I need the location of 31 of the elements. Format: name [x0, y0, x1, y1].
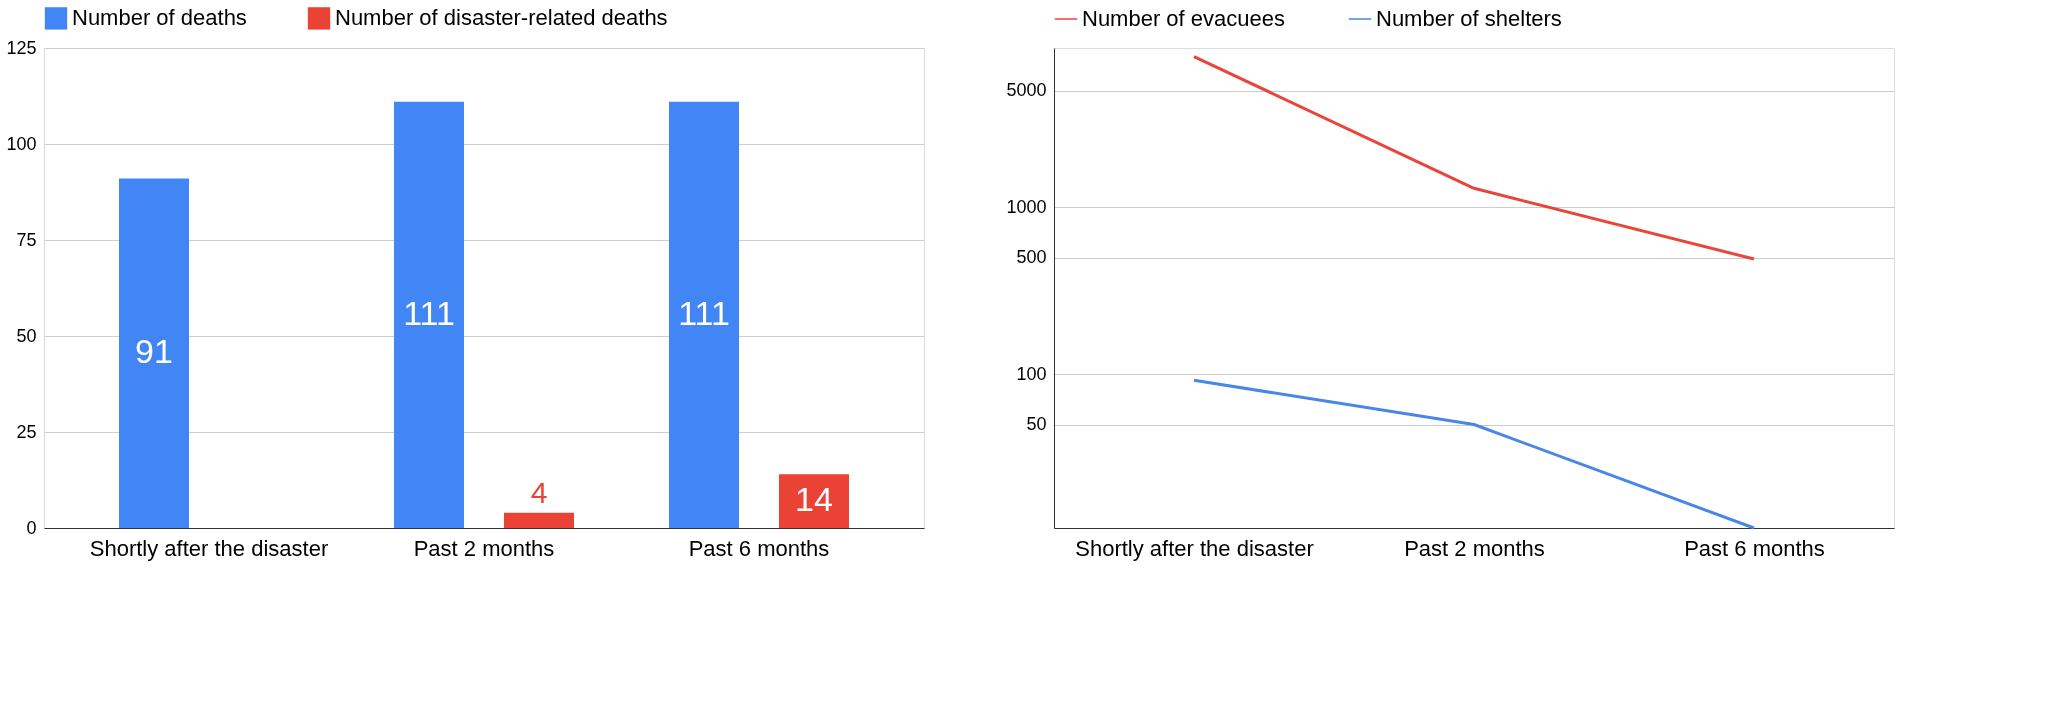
y-tick-label: 25: [16, 421, 37, 442]
x-tick-label: Shortly after the disaster: [89, 535, 329, 561]
bar: [669, 101, 739, 528]
legend-label: Number of deaths: [72, 5, 247, 31]
y-tick-label: 0: [26, 517, 37, 538]
bar: [394, 101, 464, 528]
data-label: 91: [135, 332, 173, 371]
y-tick-label: 75: [16, 229, 37, 250]
x-tick-label: Shortly after the disaster: [1075, 535, 1314, 561]
bar: [779, 474, 849, 528]
bar: [504, 512, 574, 528]
y-tick-label: 100: [1016, 363, 1047, 384]
legend-label: Number of evacuees: [1082, 6, 1285, 31]
legend-label: Number of disaster-related deaths: [335, 5, 668, 31]
y-tick-label: 1000: [1006, 196, 1047, 217]
data-label: 111: [403, 293, 455, 332]
data-label: 14: [795, 480, 833, 519]
legend-label: Number of shelters: [1376, 6, 1562, 31]
y-tick-label: 50: [1026, 414, 1047, 435]
data-label: 111: [678, 293, 730, 332]
y-tick-label: 500: [1016, 247, 1047, 268]
y-tick-label: 100: [6, 133, 37, 154]
y-tick-label: 125: [6, 37, 37, 58]
x-tick-label: Past 2 months: [413, 535, 555, 561]
y-tick-label: 5000: [1006, 80, 1047, 101]
data-label: 4: [530, 475, 548, 509]
y-tick-label: 50: [16, 325, 37, 346]
x-tick-label: Past 6 months: [1684, 535, 1825, 561]
bar: [119, 178, 189, 528]
x-tick-label: Past 2 months: [1404, 535, 1545, 561]
x-tick-label: Past 6 months: [688, 535, 830, 561]
